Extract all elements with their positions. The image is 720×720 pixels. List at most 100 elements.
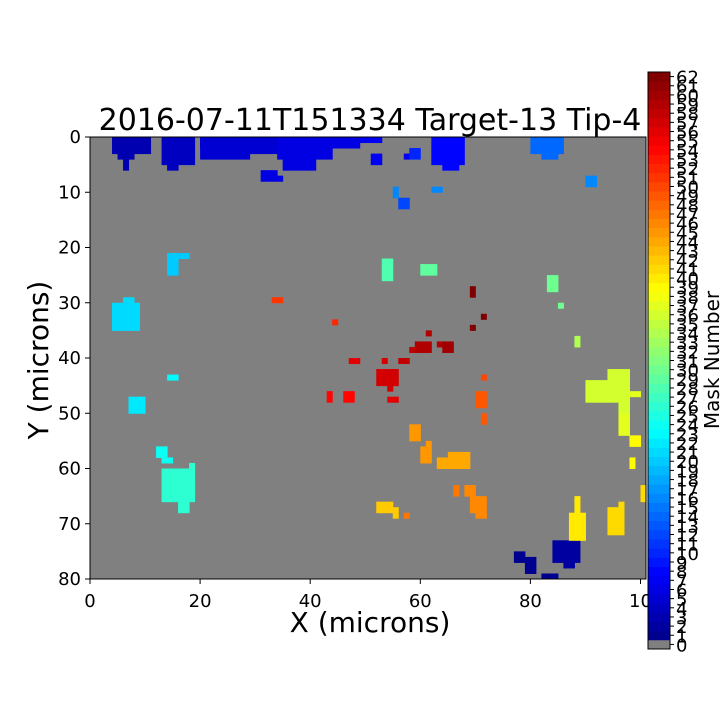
colorbar-tick-label: 23 bbox=[676, 425, 699, 446]
mask-cell bbox=[117, 153, 135, 160]
colorbar-swatch bbox=[648, 520, 670, 531]
colorbar-tick-label: 1 bbox=[676, 626, 687, 647]
mask-cell bbox=[398, 358, 410, 365]
y-axis-label: Y (microns) bbox=[22, 281, 55, 441]
mask-cell bbox=[392, 507, 399, 519]
mask-cell bbox=[277, 137, 333, 160]
colorbar-swatch bbox=[648, 191, 670, 201]
mask-cell bbox=[436, 457, 449, 469]
mask-cell bbox=[563, 562, 575, 569]
mask-cell bbox=[167, 253, 179, 276]
colorbar-swatch bbox=[648, 126, 670, 137]
colorbar-tick-label: 33 bbox=[676, 333, 699, 354]
colorbar-swatch bbox=[648, 218, 670, 229]
colorbar-swatch bbox=[648, 420, 670, 430]
colorbar-tick-label: 13 bbox=[676, 516, 699, 537]
mask-region-23 bbox=[167, 374, 179, 381]
colorbar-tick-label: 27 bbox=[676, 388, 699, 409]
mask-cell bbox=[112, 302, 141, 331]
y-tick-label: 20 bbox=[58, 238, 81, 259]
mask-region-12 bbox=[398, 197, 410, 210]
mask-region-39 bbox=[629, 435, 641, 469]
mask-cell bbox=[629, 391, 641, 398]
y-tick-label: 10 bbox=[58, 182, 81, 203]
colorbar-swatch bbox=[648, 181, 670, 192]
mask-cell bbox=[557, 302, 564, 309]
mask-cell bbox=[277, 175, 284, 182]
colorbar-swatch bbox=[648, 456, 670, 467]
mask-cell bbox=[167, 374, 179, 381]
colorbar-tick-label: 10 bbox=[676, 544, 699, 565]
mask-region-54 bbox=[326, 391, 355, 403]
heatmap-plot-area bbox=[89, 136, 647, 580]
mask-cell bbox=[568, 512, 586, 541]
colorbar-swatch bbox=[648, 584, 670, 595]
mask-cell bbox=[464, 485, 476, 497]
x-axis-label: X (microns) bbox=[290, 606, 451, 639]
mask-cell bbox=[475, 512, 487, 519]
mask-region-40 bbox=[568, 496, 586, 541]
mask-cell bbox=[161, 457, 174, 464]
colorbar-swatch bbox=[648, 355, 670, 366]
colorbar-tick-label: 40 bbox=[676, 269, 699, 290]
mask-cell bbox=[381, 358, 388, 365]
colorbar-tick-label: 61 bbox=[676, 77, 699, 98]
colorbar-swatch bbox=[648, 72, 670, 82]
mask-cell bbox=[392, 186, 399, 199]
colorbar-tick-label: 14 bbox=[676, 507, 699, 528]
mask-cell bbox=[156, 446, 168, 458]
mask-region-52 bbox=[332, 319, 339, 326]
mask-region-14 bbox=[530, 137, 564, 160]
plot-background bbox=[90, 137, 646, 579]
colorbar-swatch bbox=[648, 383, 670, 393]
colorbar-swatch bbox=[648, 639, 670, 650]
colorbar-swatch bbox=[648, 108, 670, 119]
colorbar-swatch bbox=[648, 511, 670, 522]
mask-region-22 bbox=[128, 396, 146, 414]
colorbar-swatch bbox=[648, 548, 670, 558]
mask-region-30 bbox=[546, 275, 564, 309]
mask-cell bbox=[475, 391, 487, 409]
colorbar-tick-label: 26 bbox=[676, 397, 699, 418]
mask-cell bbox=[585, 175, 597, 188]
mask-cell bbox=[123, 297, 135, 304]
mask-cell bbox=[431, 186, 443, 193]
mask-cell bbox=[189, 462, 196, 475]
mask-region-6 bbox=[260, 137, 361, 182]
mask-cell bbox=[574, 496, 581, 514]
colorbar-tick-label: 60 bbox=[676, 86, 699, 107]
mask-region-8 bbox=[431, 137, 465, 171]
colorbar-tick-label: 35 bbox=[676, 315, 699, 336]
colorbar-tick-label: 32 bbox=[676, 342, 699, 363]
colorbar-swatch bbox=[648, 81, 670, 91]
mask-cell bbox=[607, 507, 625, 536]
colorbar-swatch bbox=[648, 346, 670, 357]
mask-cell bbox=[480, 313, 487, 320]
colorbar-swatch bbox=[648, 154, 670, 164]
colorbar-tick-label: 49 bbox=[676, 187, 699, 208]
colorbar-swatch bbox=[648, 145, 670, 155]
mask-region-20 bbox=[167, 253, 190, 276]
colorbar-tick-label: 50 bbox=[676, 177, 699, 198]
mask-region-29 bbox=[420, 264, 438, 276]
colorbar-tick-label: 18 bbox=[676, 471, 699, 492]
colorbar-swatch bbox=[648, 255, 670, 265]
mask-cell bbox=[332, 137, 361, 149]
colorbar-swatch bbox=[648, 337, 670, 348]
x-tick-label: 60 bbox=[409, 591, 432, 612]
colorbar-swatch bbox=[648, 429, 670, 439]
mask-cell bbox=[376, 501, 394, 514]
mask-region-56 bbox=[348, 358, 399, 403]
mask-cell bbox=[436, 341, 443, 348]
colorbar-tick-label: 39 bbox=[676, 278, 699, 299]
mask-cell bbox=[112, 137, 152, 155]
colorbar-tick-label: 57 bbox=[676, 113, 699, 134]
colorbar: 0123456789101112131415161718192021222324… bbox=[647, 68, 720, 656]
mask-cell bbox=[480, 374, 487, 381]
colorbar-tick-label: 8 bbox=[676, 562, 687, 583]
colorbar-swatch bbox=[648, 273, 670, 284]
colorbar-tick-label: 41 bbox=[676, 260, 699, 281]
mask-cell bbox=[629, 457, 636, 469]
mask-cell bbox=[618, 413, 630, 436]
